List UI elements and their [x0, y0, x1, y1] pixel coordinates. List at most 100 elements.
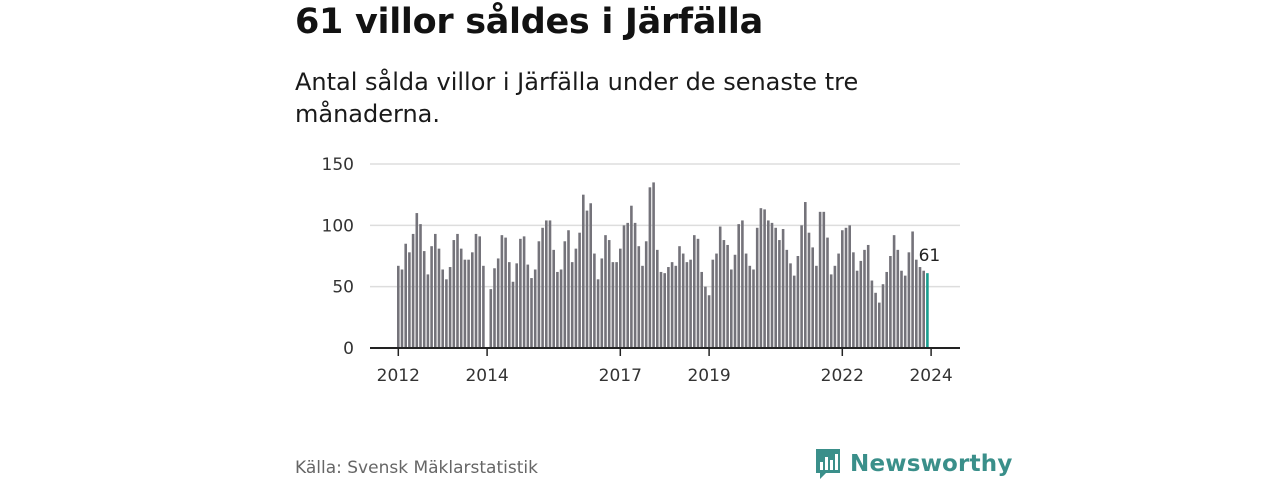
- bar: [656, 249, 659, 348]
- latest-value-label: 61: [919, 246, 941, 266]
- bar: [504, 237, 507, 348]
- bar: [452, 240, 456, 348]
- bar: [778, 240, 781, 348]
- bar: [892, 235, 896, 348]
- bar: [489, 289, 493, 348]
- bar: [763, 209, 766, 348]
- bar: [874, 292, 877, 348]
- bars: [397, 182, 929, 348]
- bar: [548, 220, 552, 348]
- brand-name: Newsworthy: [850, 451, 1013, 477]
- bar: [552, 249, 555, 348]
- bar: [796, 256, 800, 348]
- bar: [689, 259, 692, 348]
- bar: [607, 240, 611, 348]
- bar: [663, 273, 666, 348]
- bar: [622, 225, 626, 348]
- bar: [404, 243, 407, 348]
- bar: [478, 236, 481, 348]
- bar: [459, 248, 463, 348]
- bar: [807, 232, 811, 348]
- bar: [445, 279, 448, 348]
- bar: [422, 251, 426, 348]
- bar: [515, 263, 518, 348]
- bar: [715, 253, 718, 348]
- bar: [752, 269, 755, 348]
- bar: [659, 271, 663, 348]
- bar: [633, 222, 637, 348]
- chart-title: 61 villor såldes i Järfälla: [295, 2, 763, 42]
- bar: [426, 274, 430, 348]
- bar: [474, 233, 478, 348]
- bar: [585, 210, 589, 348]
- bar: [770, 222, 774, 348]
- bar: [419, 224, 422, 348]
- bar: [604, 235, 607, 348]
- bar: [855, 270, 859, 348]
- bar: [578, 232, 581, 348]
- bar: [870, 280, 874, 348]
- bar: [837, 253, 840, 348]
- y-tick-label: 100: [322, 216, 354, 236]
- bar: [678, 246, 681, 348]
- brand-logo[interactable]: Newsworthy: [814, 447, 1013, 481]
- bar: [726, 244, 729, 348]
- bar: [574, 248, 578, 348]
- bar: [589, 203, 592, 348]
- bar: [441, 269, 444, 348]
- bar: [493, 268, 496, 348]
- bar: [674, 265, 678, 348]
- bar: [519, 238, 522, 348]
- bar: [889, 256, 892, 348]
- bar: [522, 236, 526, 348]
- bar: [408, 252, 411, 348]
- bar: [611, 262, 615, 348]
- bar: [863, 249, 866, 348]
- y-tick-label: 50: [332, 278, 354, 298]
- bar: [448, 267, 452, 348]
- y-axis-ticks: 0 50 100 150: [322, 155, 354, 359]
- bar: [545, 220, 548, 348]
- bar: [471, 252, 474, 348]
- bar: [800, 225, 803, 348]
- bar: [907, 252, 911, 348]
- bar: [781, 229, 785, 348]
- bar-chart: 0 50 100 150 2012 2014 2017 2019 2022 2024 61: [322, 155, 960, 386]
- bar: [570, 262, 574, 348]
- source-note: Källa: Svensk Mäklarstatistik: [295, 458, 538, 478]
- bar: [903, 275, 907, 348]
- bar: [434, 233, 437, 348]
- bar: [896, 249, 900, 348]
- bar: [511, 281, 515, 348]
- bar: [397, 265, 400, 348]
- bar: [848, 225, 851, 348]
- x-axis: 2012 2014 2017 2019 2022 2024: [370, 347, 960, 386]
- bar: [615, 262, 618, 348]
- bar: [400, 269, 404, 348]
- bar: [496, 258, 500, 348]
- bar: [730, 269, 733, 348]
- bar: [530, 278, 533, 348]
- bar: [818, 211, 822, 348]
- bar: [626, 222, 629, 348]
- bar: [785, 249, 789, 348]
- bar: [841, 230, 844, 348]
- bar: [900, 270, 903, 348]
- bar: [600, 258, 604, 348]
- bar: [582, 194, 585, 348]
- bar: [619, 248, 622, 348]
- bar: [711, 259, 715, 348]
- chart-subtitle: Antal sålda villor i Järfälla under de s…: [295, 68, 859, 128]
- bar: [744, 253, 748, 348]
- bar: [737, 224, 740, 348]
- bar: [700, 271, 703, 348]
- bar: [652, 182, 655, 348]
- bar: [844, 227, 848, 348]
- bar: [500, 235, 504, 348]
- bar: [704, 286, 707, 348]
- bar: [463, 259, 467, 348]
- bar: [741, 220, 744, 348]
- bar: [922, 270, 925, 348]
- bar: [792, 275, 796, 348]
- bar: [537, 241, 541, 348]
